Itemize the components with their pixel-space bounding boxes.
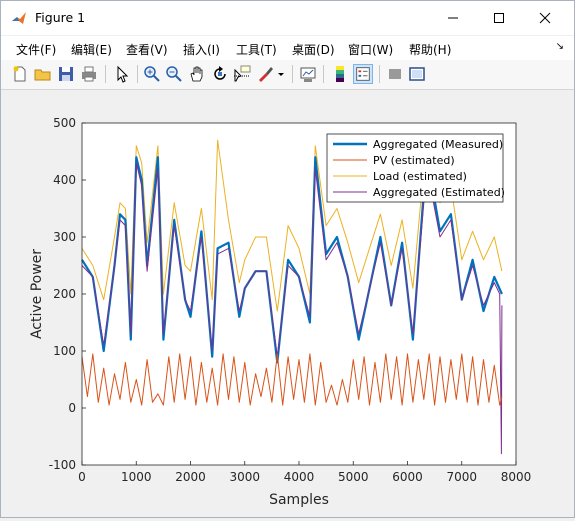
brush-dropdown-icon[interactable]: [275, 64, 287, 84]
y-tick-label: 100: [53, 344, 76, 358]
maximize-icon: [494, 13, 504, 23]
zoom-out-icon[interactable]: [164, 64, 184, 84]
menu-window[interactable]: 窗口(W): [348, 43, 394, 57]
line-chart[interactable]: 0 1000 2000 3000 4000 5000 6000 7000 8000-100010…: [1, 90, 574, 517]
toolbar-separator: [292, 65, 293, 83]
close-icon: [539, 12, 551, 24]
title-bar[interactable]: Figure 1: [1, 1, 574, 35]
menu-insert[interactable]: 插入(I): [183, 43, 220, 57]
hide-tools-icon[interactable]: [385, 64, 405, 84]
colorbar-icon[interactable]: [330, 64, 350, 84]
menu-tools[interactable]: 工具(T): [236, 43, 277, 57]
menu-overflow-arrow-icon[interactable]: ↘: [555, 41, 564, 52]
y-axis-label: Active Power: [29, 249, 45, 339]
x-tick-label: 1000: [121, 470, 152, 484]
x-tick-label: 6000: [392, 470, 423, 484]
series-line-pv[interactable]: [81, 353, 503, 406]
print-icon[interactable]: [79, 64, 99, 84]
x-tick-label: 2000: [175, 470, 206, 484]
menu-help[interactable]: 帮助(H): [409, 43, 452, 57]
toolbar-separator: [379, 65, 380, 83]
menu-edit[interactable]: 编辑(E): [71, 43, 112, 57]
legend[interactable]: Aggregated (Measured) PV (estimated) Loa…: [326, 133, 505, 203]
figure-toolbar: [1, 60, 574, 90]
figure-canvas: 0 1000 2000 3000 4000 5000 6000 7000 8000 -100 0 10…: [1, 90, 574, 517]
pan-icon[interactable]: [187, 64, 207, 84]
series-line-aggregated-est[interactable]: [81, 162, 503, 455]
legend-label-load: Load (estimated): [373, 170, 467, 183]
legend-label-measured: Aggregated (Measured): [373, 138, 503, 151]
open-icon[interactable]: [33, 64, 53, 84]
window-title: Figure 1: [35, 10, 86, 25]
toolbar-separator: [137, 65, 138, 83]
y-tick-label: 500: [53, 116, 76, 130]
x-tick-label: 8000: [501, 470, 532, 484]
maximize-button[interactable]: [476, 1, 522, 35]
zoom-in-icon[interactable]: [142, 64, 162, 84]
menu-file[interactable]: 文件(F): [16, 43, 57, 57]
close-button[interactable]: [522, 1, 568, 35]
x-tick-label: 0: [78, 470, 86, 484]
menu-view[interactable]: 查看(V): [126, 43, 168, 57]
y-tick-label: 400: [53, 173, 76, 187]
y-tick-label: 200: [53, 287, 76, 301]
minimize-icon: [448, 17, 458, 19]
rotate-icon[interactable]: [210, 64, 230, 84]
show-tools-icon[interactable]: [407, 64, 427, 84]
menu-bar: 文件(F) 编辑(E) 查看(V) 插入(I) 工具(T) 桌面(D) 窗口(W…: [1, 36, 574, 60]
brush-icon[interactable]: [255, 64, 275, 84]
y-tick-label: -100: [49, 458, 76, 472]
y-tick-label: 300: [53, 230, 76, 244]
toolbar-separator: [323, 65, 324, 83]
x-axis-label: Samples: [269, 492, 329, 508]
new-figure-icon[interactable]: [10, 64, 30, 84]
legend-icon[interactable]: [353, 64, 373, 84]
x-tick-label: 7000: [446, 470, 477, 484]
menu-desktop[interactable]: 桌面(D): [292, 43, 335, 57]
x-tick-label: 3000: [229, 470, 260, 484]
legend-box: [326, 133, 504, 203]
x-tick-label: 5000: [338, 470, 369, 484]
toolbar-separator: [105, 65, 106, 83]
matlab-logo-icon: [12, 12, 26, 24]
data-cursor-icon[interactable]: [232, 64, 252, 84]
save-icon[interactable]: [56, 64, 76, 84]
legend-label-pv: PV (estimated): [373, 154, 455, 167]
pointer-icon[interactable]: [112, 64, 132, 84]
link-plot-icon[interactable]: [298, 64, 318, 84]
minimize-button[interactable]: [430, 1, 476, 35]
legend-label-aggregated-est: Aggregated (Estimated): [373, 186, 505, 199]
y-tick-label: 0: [68, 401, 76, 415]
x-tick-label: 4000: [284, 470, 315, 484]
